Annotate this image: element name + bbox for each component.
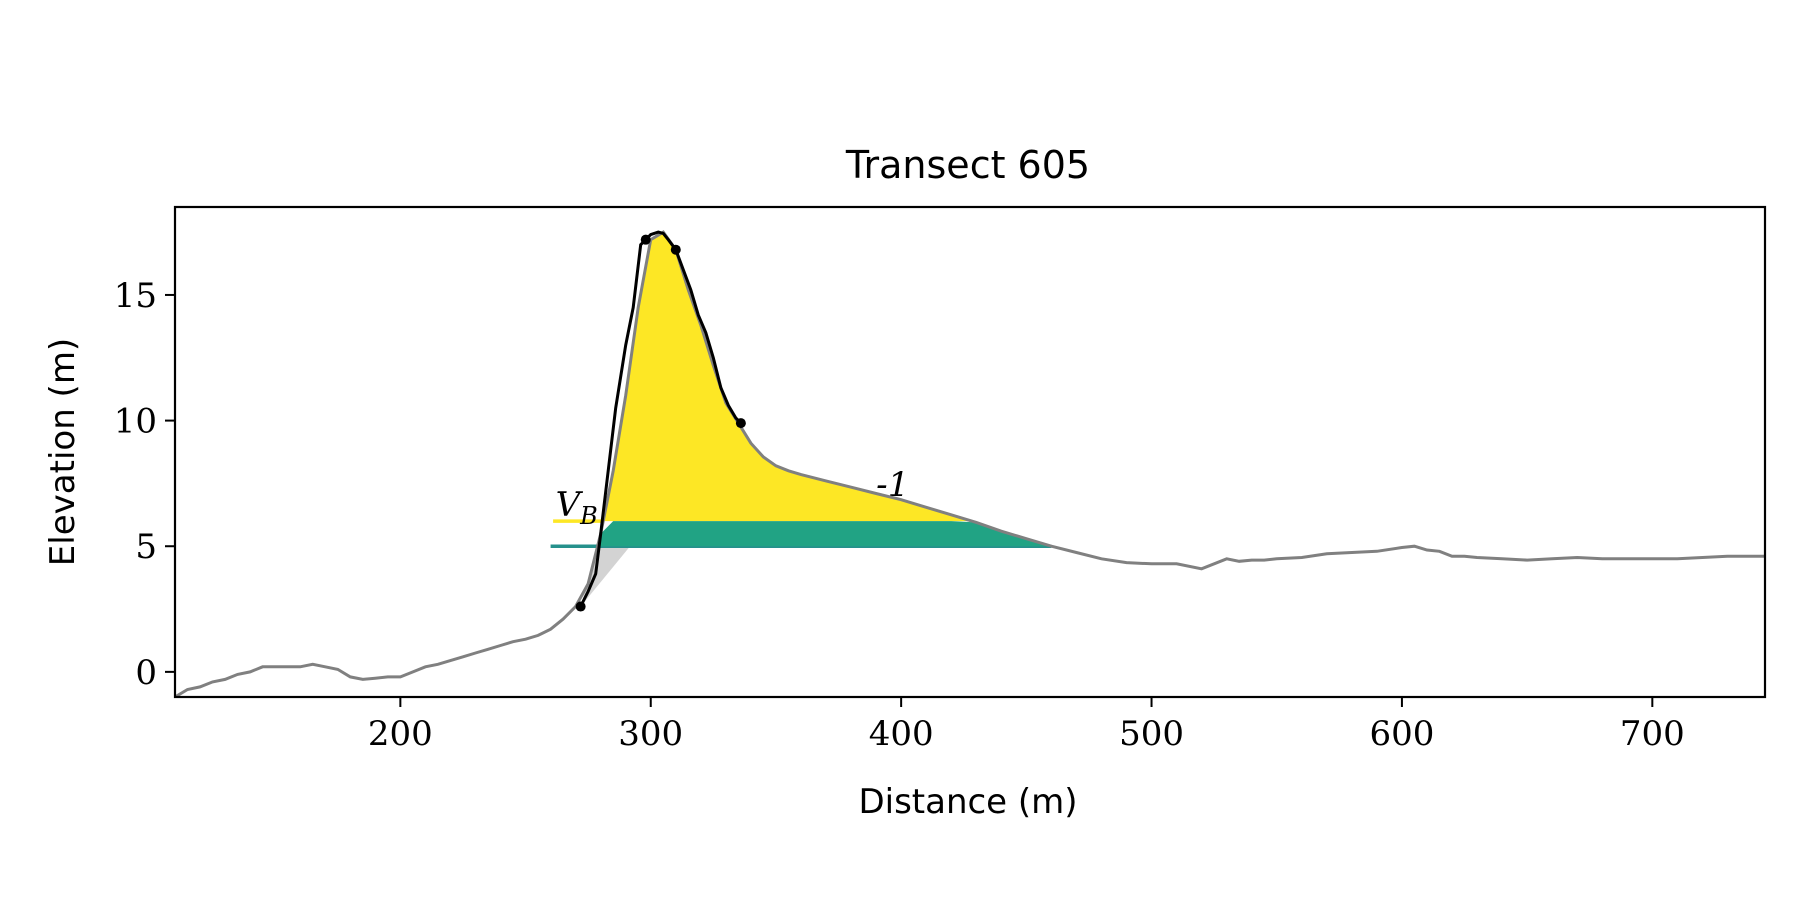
x-tick-label: 400 [869,714,934,754]
annotation-label: VB [556,485,598,530]
x-axis: 200 300 400 500 600 700 [368,697,1685,754]
x-tick-label: 300 [618,714,683,754]
y-tick-label: 5 [135,527,157,567]
x-axis-label: Distance (m) [858,782,1077,822]
y-axis: 0 5 10 15 [114,276,175,693]
x-tick-label: 600 [1369,714,1434,754]
x-tick-label: 700 [1620,714,1685,754]
plot-frame [173,205,1767,699]
dune-marker-point [575,601,586,612]
y-tick-label: 0 [135,653,157,693]
upper-band-fill [603,232,973,522]
profile-line [175,230,1765,697]
x-tick-label: 500 [1119,714,1184,754]
dune-marker-point [670,244,681,255]
plot-area: VB-1 [173,205,1767,699]
dune-marker-point [640,234,651,245]
y-tick-label: 10 [114,402,157,442]
dune-line [579,230,742,608]
chart-title: Transect 605 [845,143,1090,187]
lower-band-fill [597,521,1052,547]
below-fill-area [580,546,631,607]
dune-marker-point [735,418,746,429]
y-axis-label: Elevation (m) [43,338,83,566]
x-tick-label: 200 [368,714,433,754]
y-tick-label: 15 [114,276,157,316]
